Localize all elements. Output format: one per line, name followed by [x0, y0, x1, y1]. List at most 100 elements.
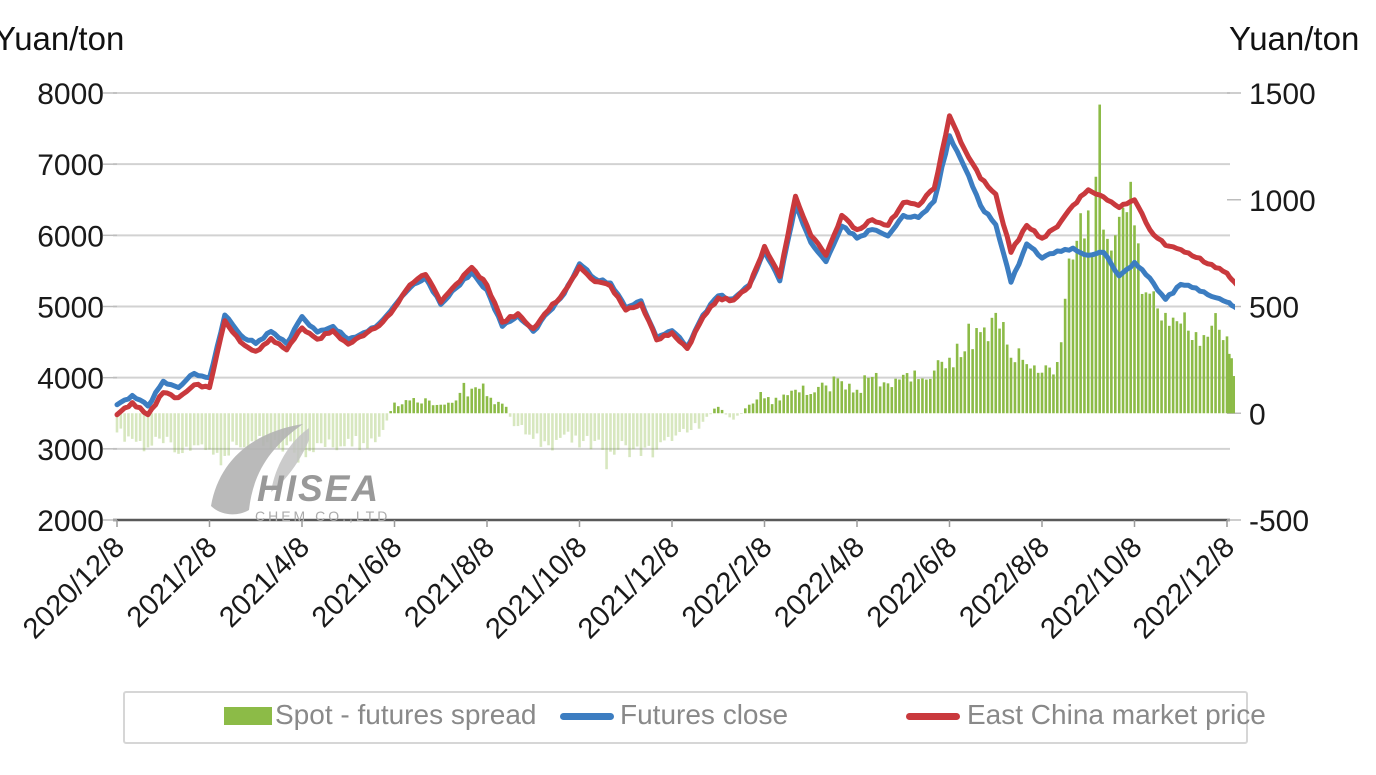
spread-bar: [774, 397, 778, 414]
spread-bar: [1221, 340, 1225, 414]
spread-bar: [262, 413, 265, 446]
spread-bar: [1156, 308, 1159, 414]
spread-bar: [243, 413, 246, 448]
spread-bar: [732, 413, 735, 420]
spread-bar: [701, 413, 705, 422]
spread-bar: [339, 413, 342, 447]
spread-bar: [955, 343, 959, 414]
spread-bar: [1036, 372, 1040, 414]
spread-bar: [350, 413, 354, 447]
spread-bar: [840, 381, 844, 414]
left-axis-tick-label: 4000: [37, 363, 104, 396]
spread-bar: [813, 392, 816, 414]
spread-bar: [570, 413, 574, 443]
spread-bar: [331, 413, 335, 448]
spread-bar: [917, 379, 920, 414]
spread-bar: [693, 413, 697, 424]
spread-bar: [420, 403, 423, 414]
spread-bar: [454, 400, 458, 414]
spread-bar: [512, 413, 516, 427]
spread-bar: [909, 381, 913, 414]
spread-bar: [493, 404, 496, 414]
spread-bar: [624, 413, 628, 446]
spread-bar: [1218, 329, 1221, 414]
right-axis-tick-label: -500: [1249, 505, 1309, 538]
spread-bar: [929, 378, 932, 414]
spread-bar: [1117, 216, 1121, 414]
spread-bar: [428, 400, 431, 414]
spread-bar: [613, 413, 616, 455]
spread-bar: [674, 413, 678, 436]
spread-bar: [1160, 320, 1163, 414]
spread-bar: [1005, 344, 1009, 414]
spread-bar: [189, 413, 192, 451]
spread-bar: [551, 413, 554, 451]
spread-bar: [778, 400, 782, 414]
spread-bar: [235, 413, 238, 446]
spread-bar: [443, 404, 446, 414]
spread-bar: [720, 409, 724, 414]
spread-bar: [697, 413, 701, 429]
spread-bar: [1234, 384, 1235, 414]
spread-bar: [979, 332, 982, 414]
spread-bar: [736, 413, 739, 416]
spread-bar: [485, 396, 489, 414]
spread-bar: [273, 413, 277, 441]
spread-bar: [200, 413, 204, 445]
spread-bar: [258, 413, 261, 436]
spread-bar: [562, 413, 566, 435]
spread-bar: [1071, 259, 1075, 414]
spread-bar: [1148, 293, 1152, 414]
spread-bar: [1102, 229, 1105, 414]
legend-swatch-spot-line: [906, 713, 960, 720]
spread-bar: [770, 404, 774, 414]
spread-bar: [265, 413, 269, 443]
spread-bar: [219, 413, 223, 466]
spread-bar: [913, 370, 916, 414]
spread-bar: [759, 392, 762, 414]
spread-bar: [127, 413, 130, 437]
spread-bar: [559, 413, 562, 438]
spread-bar: [1214, 313, 1217, 414]
right-axis-tick-label: 1000: [1249, 185, 1316, 218]
spread-bar: [824, 385, 828, 414]
spread-bar: [794, 389, 797, 414]
spread-bar: [878, 386, 882, 414]
spread-bar: [763, 398, 766, 414]
spread-bar: [528, 413, 531, 435]
x-axis-tick-label: 2020/12/8: [17, 531, 131, 645]
spread-bar: [158, 413, 161, 439]
x-axis-tick-label: 2022/2/8: [676, 531, 778, 633]
spread-bar: [227, 413, 230, 456]
spread-bar: [1055, 362, 1059, 414]
spread-bar: [801, 385, 805, 414]
spread-bar: [782, 394, 785, 414]
spread-bar: [1048, 367, 1051, 414]
spread-bar: [246, 413, 250, 450]
spread-bar: [1009, 357, 1013, 414]
spread-bar: [1228, 353, 1231, 414]
spread-bar: [1198, 345, 1202, 414]
spread-bar: [1152, 291, 1155, 414]
spread-bar: [836, 378, 840, 414]
spread-bar: [1002, 322, 1005, 414]
spread-bar: [1230, 358, 1233, 414]
spread-bar: [130, 413, 134, 439]
spread-bar: [744, 408, 747, 414]
spread-bar: [119, 413, 123, 429]
spread-bar: [863, 375, 866, 414]
spread-bar: [520, 413, 524, 425]
spread-bar: [597, 413, 600, 440]
spread-bar: [547, 413, 550, 446]
spread-bar: [790, 390, 793, 414]
spread-bar: [1098, 104, 1101, 414]
spread-bar: [161, 413, 165, 444]
spread-bar: [389, 411, 392, 414]
x-axis-tick-label: 2021/2/8: [121, 531, 223, 633]
spread-bar: [1144, 292, 1148, 414]
spread-bar: [647, 413, 651, 446]
spread-bar: [967, 323, 970, 414]
right-axis-tick-label: 1500: [1249, 78, 1316, 111]
spread-bar: [628, 413, 631, 458]
spread-bar: [1133, 225, 1136, 414]
